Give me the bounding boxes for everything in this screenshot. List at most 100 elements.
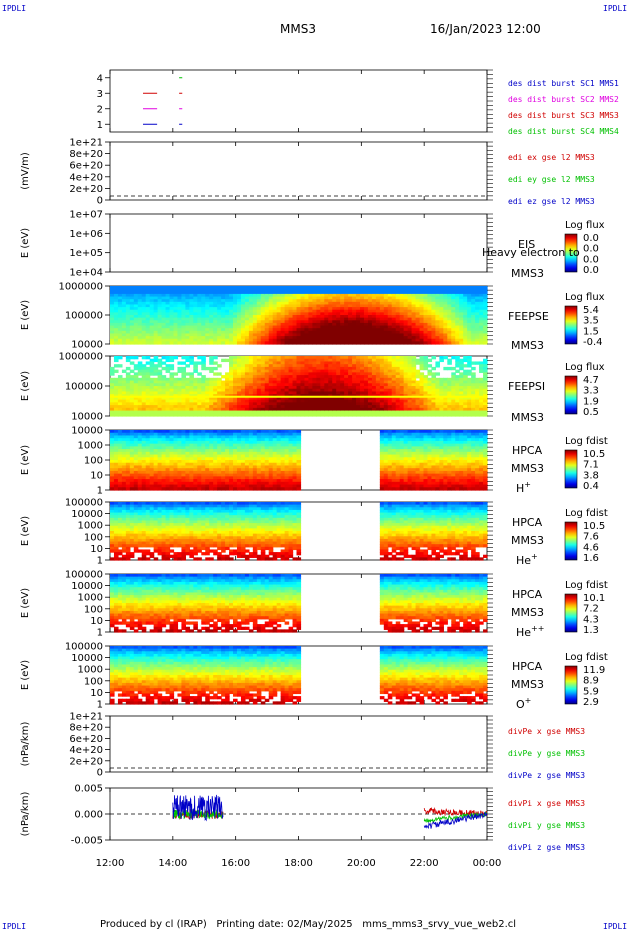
y-tick-label: 2e+20 bbox=[69, 756, 103, 767]
instrument-name: FEEPSE bbox=[508, 310, 549, 323]
x-tick-label: 16:00 bbox=[221, 858, 250, 869]
species-label: He+ bbox=[516, 552, 538, 567]
y-tick-label: 10000 bbox=[71, 426, 103, 437]
y-tick-label: 8e+20 bbox=[69, 149, 103, 160]
heatmap-hpca-o bbox=[110, 646, 488, 705]
y-tick-label: 1000000 bbox=[58, 282, 103, 293]
legend-entry: edi ez gse l2 MMS3 bbox=[508, 197, 595, 206]
y-tick-label: 1000 bbox=[78, 593, 103, 604]
spacecraft-name: MMS3 bbox=[511, 462, 544, 475]
spacecraft-name: MMS3 bbox=[511, 534, 544, 547]
species-charge: + bbox=[524, 480, 531, 489]
colorbar-tick-label: 0.0 bbox=[583, 233, 599, 244]
y-tick-label: 0.000 bbox=[74, 810, 103, 821]
y-tick-label: 1e+05 bbox=[69, 248, 103, 259]
species-charge: + bbox=[525, 696, 532, 705]
legend-entry: divPi z gse MMS3 bbox=[508, 843, 585, 852]
x-tick-label: 22:00 bbox=[410, 858, 439, 869]
legend-entry: edi ex gse l2 MMS3 bbox=[508, 153, 595, 162]
x-tick-label: 18:00 bbox=[284, 858, 313, 869]
corner-label-bottom-left: IPDLI bbox=[2, 922, 27, 931]
y-tick-label: 0 bbox=[97, 768, 103, 779]
legend-entry: divPe x gse MMS3 bbox=[508, 727, 585, 736]
legend-entry: des dist burst SC4 MMS4 bbox=[508, 127, 619, 136]
y-axis-label: E (eV) bbox=[20, 660, 31, 690]
heatmap-hpca-he bbox=[110, 502, 488, 561]
lines-divpi bbox=[110, 794, 488, 829]
colorbar bbox=[564, 521, 578, 561]
panel-eis bbox=[105, 213, 578, 273]
footer-script-name: mms_mms3_srvy_vue_web2.cl bbox=[362, 919, 517, 930]
colorbar-tick-label: 4.3 bbox=[583, 614, 599, 625]
footer: Produced by cl (IRAP) Printing date: 02/… bbox=[100, 919, 516, 930]
y-tick-label: 1 bbox=[97, 486, 103, 497]
overlay-text: Heavy electron to bbox=[482, 246, 580, 259]
panel-frame bbox=[109, 213, 488, 273]
y-tick-label: 8e+20 bbox=[69, 723, 103, 734]
y-tick-label: 10 bbox=[90, 471, 103, 482]
y-tick-label: 1 bbox=[97, 700, 103, 711]
colorbar-title: Log flux bbox=[565, 292, 605, 303]
panel-frame bbox=[109, 69, 488, 133]
colorbar-tick-label: 0.4 bbox=[583, 481, 599, 492]
instrument-name: HPCA bbox=[512, 444, 543, 457]
x-tick-label: 14:00 bbox=[158, 858, 187, 869]
y-axis-label: E (eV) bbox=[20, 371, 31, 401]
colorbar bbox=[564, 665, 578, 705]
y-tick-label: 100 bbox=[84, 676, 103, 687]
legend-entry: divPi x gse MMS3 bbox=[508, 799, 585, 808]
species-label: H+ bbox=[516, 480, 531, 495]
heatmap-feepsi bbox=[110, 356, 488, 417]
y-tick-label: 10000 bbox=[71, 509, 103, 520]
spacecraft-name: MMS3 bbox=[511, 606, 544, 619]
colorbar-tick-label: 3.3 bbox=[583, 386, 599, 397]
y-tick-label: 100 bbox=[84, 604, 103, 615]
panel-divpe bbox=[105, 715, 488, 773]
y-tick-label: 100 bbox=[84, 456, 103, 467]
species-charge: ++ bbox=[531, 624, 544, 633]
footer-printing-date: Printing date: 02/May/2025 bbox=[216, 919, 353, 930]
spacecraft-name: MMS3 bbox=[511, 411, 544, 424]
colorbar-tick-label: 0.0 bbox=[583, 254, 599, 265]
instrument-name: HPCA bbox=[512, 516, 543, 529]
y-axis-label: E (eV) bbox=[20, 228, 31, 258]
colorbar-tick-label: 5.9 bbox=[583, 686, 599, 697]
colorbar-title: Log fdist bbox=[565, 436, 608, 447]
spacecraft-name: MMS3 bbox=[511, 678, 544, 691]
y-tick-label: 100000 bbox=[65, 311, 103, 322]
y-axis-label: E (eV) bbox=[20, 588, 31, 618]
colorbar bbox=[564, 593, 578, 633]
y-tick-label: 100000 bbox=[65, 570, 103, 581]
colorbar-tick-label: 3.8 bbox=[583, 470, 599, 481]
y-tick-label: 1e+04 bbox=[69, 268, 103, 279]
panel-des-dist-burst bbox=[105, 69, 488, 133]
legend-entry: divPe z gse MMS3 bbox=[508, 771, 585, 780]
y-tick-label: 10000 bbox=[71, 653, 103, 664]
instrument-name: HPCA bbox=[512, 588, 543, 601]
y-tick-label: 100000 bbox=[65, 498, 103, 509]
y-tick-label: 2e+20 bbox=[69, 184, 103, 195]
colorbar-tick-label: 1.5 bbox=[583, 326, 599, 337]
colorbar bbox=[564, 375, 578, 415]
colorbar-tick-label: 7.1 bbox=[583, 460, 599, 471]
y-axis-label: E (eV) bbox=[20, 300, 31, 330]
y-axis-label: (nPa/km) bbox=[20, 722, 31, 767]
y-tick-label: 10000 bbox=[71, 340, 103, 351]
colorbar-tick-label: 4.6 bbox=[583, 542, 599, 553]
colorbar-title: Log flux bbox=[565, 362, 605, 373]
corner-label-top-left: IPDLI bbox=[2, 4, 27, 13]
y-tick-label: 10 bbox=[90, 544, 103, 555]
panel-edi-e bbox=[105, 141, 488, 201]
panel-frame bbox=[109, 715, 488, 773]
y-axis-label: (nPa/km) bbox=[20, 792, 31, 837]
heatmap-hpca-hepp bbox=[110, 574, 488, 633]
species-label: He++ bbox=[516, 624, 544, 639]
colorbar-tick-label: 10.1 bbox=[583, 593, 605, 604]
colorbar-tick-label: 1.9 bbox=[583, 396, 599, 407]
mission-title: MMS3 bbox=[280, 22, 316, 36]
x-tick-label: 12:00 bbox=[96, 858, 125, 869]
y-tick-label: 10000 bbox=[71, 412, 103, 423]
y-tick-label: 1e+21 bbox=[69, 712, 103, 723]
colorbar bbox=[564, 233, 578, 273]
